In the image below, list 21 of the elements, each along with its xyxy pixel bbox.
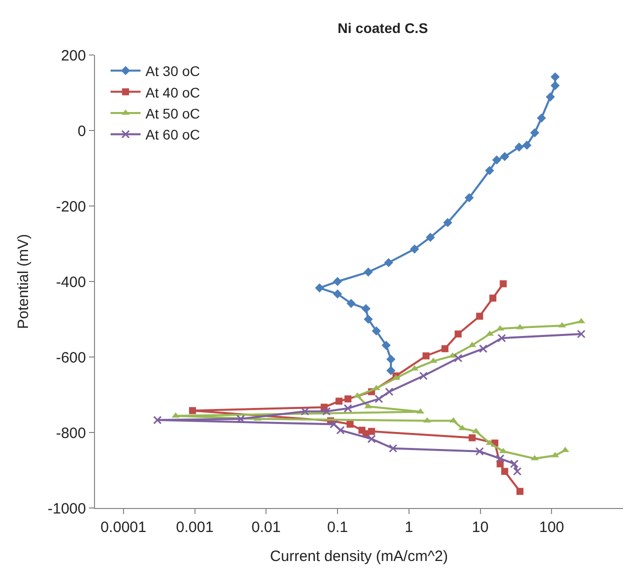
y-axis-title: Potential (mV): [14, 234, 32, 330]
y-tick-label: -800: [56, 424, 86, 442]
legend-label: At 30 oC: [146, 63, 200, 80]
legend-label: At 40 oC: [146, 84, 200, 100]
chart-title: Ni coated C.S: [338, 20, 428, 36]
x-tick-label: 0.001: [176, 519, 214, 536]
y-tick-label: -600: [56, 349, 86, 366]
legend-label: At 50 oC: [146, 105, 200, 122]
y-tick-label: -400: [56, 274, 86, 291]
y-tick-label: -1000: [48, 500, 86, 518]
x-tick-label: 0.0001: [100, 519, 146, 536]
x-tick-label: 0.01: [252, 519, 281, 536]
legend-label: At 60 oC: [146, 126, 200, 143]
y-tick-label: 200: [60, 47, 86, 64]
x-axis-title: Current density (mA/cm^2): [270, 548, 448, 565]
x-tick-label: 100: [539, 519, 564, 536]
x-tick-label: 10: [472, 519, 489, 536]
x-tick-label: 1: [404, 519, 414, 536]
x-tick-label: 0.1: [327, 519, 348, 536]
y-tick-label: 0: [78, 122, 86, 140]
y-tick-label: -200: [56, 198, 86, 216]
